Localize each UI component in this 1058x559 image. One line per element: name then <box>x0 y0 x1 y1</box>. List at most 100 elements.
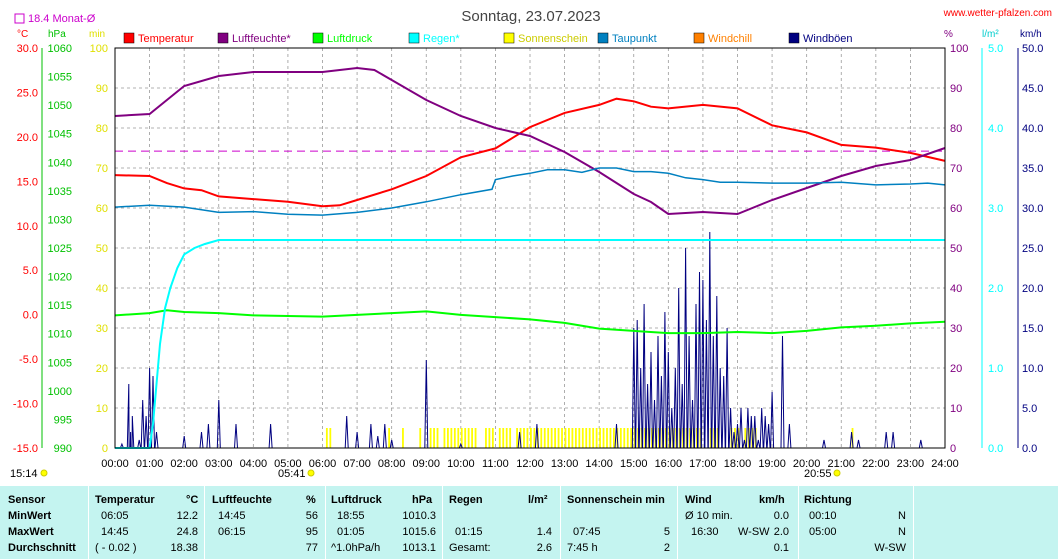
sunshine-bar <box>585 428 588 448</box>
sunshine-bar <box>402 428 404 448</box>
sunshine-bar <box>502 428 505 448</box>
tick-label-pressure: 1035 <box>48 186 72 198</box>
stats-wind-avg-label: Ø 10 min. <box>685 510 733 522</box>
sunrise-icon <box>307 469 315 477</box>
x-tick-label: 24:00 <box>931 458 959 470</box>
sunshine-bar <box>530 428 532 448</box>
stats-wind-avg: 0.0 <box>773 510 789 522</box>
tick-label-sunshine: 0 <box>102 443 108 455</box>
sunshine-bar <box>606 428 608 448</box>
sunshine-bar <box>657 428 660 448</box>
stats-hum-max: 95 <box>305 526 318 538</box>
tick-label-sunshine: 50 <box>96 243 108 255</box>
stats-rain-total: 2.6 <box>536 542 552 554</box>
tick-label-pressure: 1010 <box>48 329 72 341</box>
col-separator <box>88 486 89 559</box>
sunshine-bar <box>588 428 591 448</box>
tick-label-wind: 35.0 <box>1022 163 1043 175</box>
stats-unit-wind: km/h <box>759 494 785 506</box>
stats-wind-max-dir: W-SW <box>738 526 770 538</box>
tick-label-rain: 1.0 <box>988 363 1003 375</box>
tick-label-wind: 5.0 <box>1022 403 1037 415</box>
sunshine-bar <box>485 428 487 448</box>
sunset-icon <box>833 469 841 477</box>
tick-label-rain: 0.0 <box>988 443 1003 455</box>
stats-wind-max-time: 16:30 <box>691 526 719 538</box>
tick-label-pressure: 1055 <box>48 72 72 84</box>
legend-label: Luftdruck <box>327 33 373 45</box>
sunshine-bar <box>550 428 553 448</box>
tick-label-rain: 4.0 <box>988 123 1003 135</box>
x-tick-label: 16:00 <box>655 458 683 470</box>
stats-hum-max-time: 06:15 <box>218 526 246 538</box>
sunshine-bar <box>516 428 518 448</box>
sunshine-bar <box>543 428 546 448</box>
legend: Temperatur Luftfeuchte* Luftdruck Regen* Son… <box>123 32 853 45</box>
sunshine-bar <box>467 428 470 448</box>
tick-label-temp: 15.0 <box>17 176 38 188</box>
sunshine-bar <box>447 428 449 448</box>
sunshine-bar <box>491 428 494 448</box>
sunshine-bar <box>388 428 391 448</box>
axis-unit-pct: % <box>944 29 953 40</box>
site-link[interactable]: www.wetter-pfalzen.com <box>943 8 1052 19</box>
sunshine-bar <box>433 428 435 448</box>
x-tick-label: 09:00 <box>412 458 440 470</box>
sunshine-bar <box>744 428 747 448</box>
axis-unit-rain: l/m² <box>982 29 999 40</box>
col-separator <box>798 486 799 559</box>
stats-header-sunshine: Sonnenschein min <box>567 494 665 506</box>
month-avg-swatch <box>14 13 25 24</box>
stats-press-avg: 1013.1 <box>402 542 436 554</box>
legend-swatch <box>693 32 705 44</box>
legend-swatch <box>597 32 609 44</box>
stats-dir-time-2: 05:00 <box>809 526 837 538</box>
tick-label-rain: 2.0 <box>988 283 1003 295</box>
stats-header-pressure: Luftdruck <box>331 494 382 506</box>
tick-label-temp: 25.0 <box>17 87 38 99</box>
tick-label-humidity: 80 <box>950 123 962 135</box>
x-tick-label: 04:00 <box>240 458 268 470</box>
sunshine-bar <box>540 428 543 448</box>
tick-label-sunshine: 80 <box>96 123 108 135</box>
grid <box>115 48 945 448</box>
x-tick-label: 02:00 <box>170 458 198 470</box>
tick-label-pressure: 1000 <box>48 386 72 398</box>
stats-unit-rain: l/m² <box>528 494 548 506</box>
stats-press-max-time: 01:05 <box>337 526 365 538</box>
tick-label-pressure: 1060 <box>48 43 72 55</box>
tick-label-wind: 50.0 <box>1022 43 1043 55</box>
x-tick-label: 03:00 <box>205 458 233 470</box>
tick-label-pressure: 1030 <box>48 214 72 226</box>
stats-row-avg: Durchschnitt <box>8 542 76 554</box>
x-tick-label: 12:00 <box>516 458 544 470</box>
stats-temp-trend: ( - 0.02 ) <box>95 542 137 554</box>
sunshine-bar <box>592 428 595 448</box>
stats-press-max: 1015.6 <box>402 526 436 538</box>
sunshine-bar <box>630 428 633 448</box>
tick-label-temp: -15.0 <box>13 443 38 455</box>
month-avg-label: 18.4 Monat-Ø <box>28 13 96 25</box>
tick-label-humidity: 50 <box>950 243 962 255</box>
sunshine-bar <box>554 428 557 448</box>
stats-rain-total-label: Gesamt: <box>449 542 491 554</box>
sunrise-time: 05:41 <box>278 468 306 480</box>
sunshine-bar <box>523 428 525 448</box>
sunshine-bar <box>568 428 570 448</box>
tick-label-sunshine: 60 <box>96 203 108 215</box>
sunshine-bar <box>505 428 508 448</box>
stats-header-temp: Temperatur <box>95 494 155 506</box>
chart-title: Sonntag, 23.07.2023 <box>461 8 600 25</box>
tick-label-pressure: 1025 <box>48 243 72 255</box>
stats-rain-max-time: 01:15 <box>455 526 483 538</box>
x-tick-label: 01:00 <box>136 458 164 470</box>
stats-dir-main: W-SW <box>874 542 906 554</box>
sunshine-bar <box>509 428 512 448</box>
axis-unit-temp: °C <box>17 29 28 40</box>
legend-label: Sonnenschein <box>518 33 588 45</box>
sunshine-bar <box>623 428 626 448</box>
sunshine-bar <box>443 428 446 448</box>
statistics-table: Sensor MinWert MaxWert Durchschnitt Temp… <box>0 486 1058 559</box>
tick-label-wind: 10.0 <box>1022 363 1043 375</box>
stats-temp-max-time: 14:45 <box>101 526 129 538</box>
